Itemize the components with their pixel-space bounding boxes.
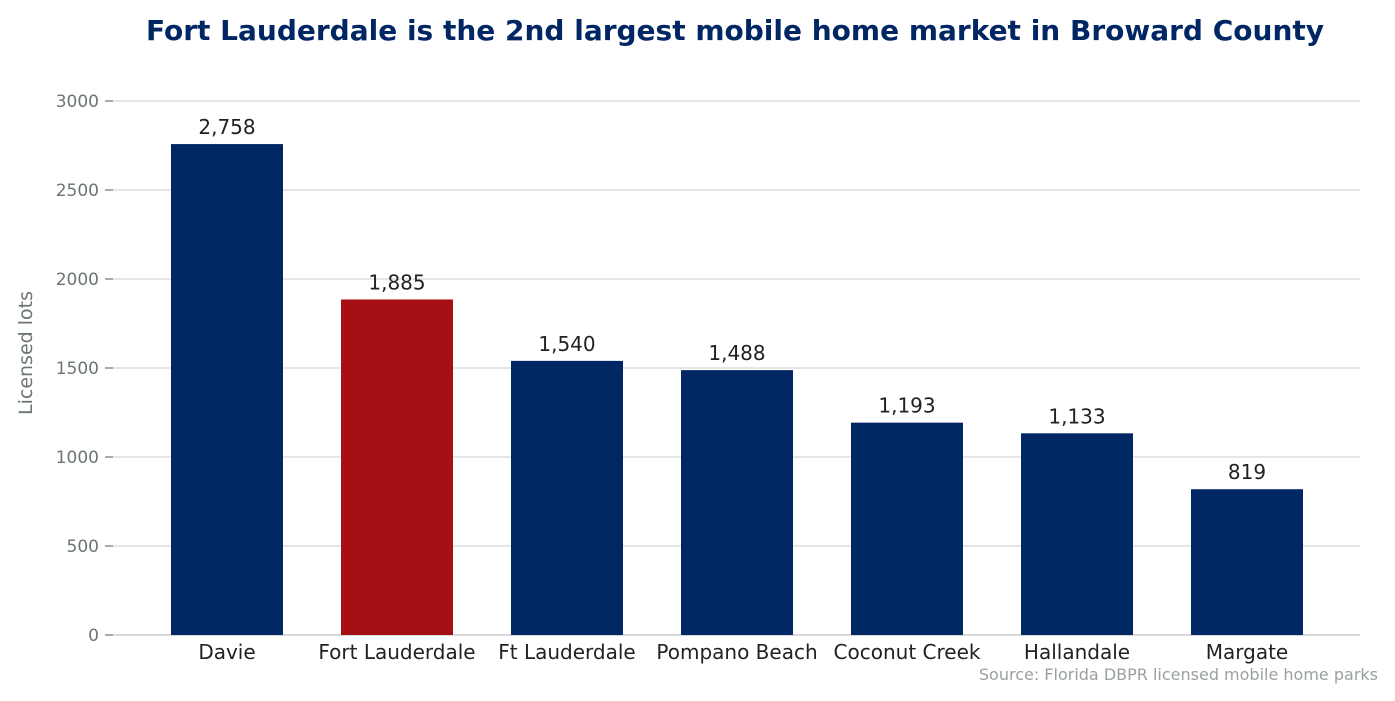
bar-pompano-beach [681, 370, 793, 635]
data-label: 1,488 [708, 341, 765, 365]
bar-fort-lauderdale [341, 299, 453, 635]
x-axis-categories: Davie Fort Lauderdale Ft Lauderdale Pompano… [198, 640, 1288, 664]
bars [171, 144, 1303, 636]
data-labels: 2,758 1,885 1,540 1,488 1,193 1,133 819 [198, 115, 1266, 484]
y-axis: 0 500 1000 1500 2000 2500 3000 [56, 92, 113, 646]
x-tick-label: Ft Lauderdale [498, 640, 635, 664]
x-tick-label: Hallandale [1024, 640, 1130, 664]
y-tick-label: 2500 [56, 181, 99, 201]
data-label: 1,133 [1048, 404, 1105, 428]
x-tick-label: Margate [1206, 640, 1288, 664]
data-label: 1,885 [368, 270, 425, 294]
data-label: 2,758 [198, 115, 255, 139]
y-tick-label: 0 [88, 626, 99, 646]
y-tick-label: 3000 [56, 92, 99, 112]
bar-ft-lauderdale [511, 360, 623, 635]
source-note: Source: Florida DBPR licensed mobile hom… [979, 665, 1378, 684]
data-label: 819 [1228, 460, 1266, 484]
chart-title: Fort Lauderdale is the 2nd largest mobil… [146, 14, 1324, 47]
data-label: 1,540 [538, 332, 595, 356]
x-tick-label: Davie [198, 640, 255, 664]
y-tick-label: 1000 [56, 448, 99, 468]
x-tick-label: Pompano Beach [656, 640, 817, 664]
data-label: 1,193 [878, 394, 935, 418]
y-tick-label: 500 [67, 537, 99, 557]
x-tick-label: Coconut Creek [834, 640, 981, 664]
bar-margate [1191, 489, 1303, 635]
y-tick-label: 1500 [56, 359, 99, 379]
bar-hallandale [1021, 433, 1133, 635]
y-axis-label: Licensed lots [15, 291, 37, 415]
x-tick-label: Fort Lauderdale [318, 640, 475, 664]
bar-davie [171, 144, 283, 636]
bar-coconut-creek [851, 422, 963, 635]
y-tick-label: 2000 [56, 270, 99, 290]
